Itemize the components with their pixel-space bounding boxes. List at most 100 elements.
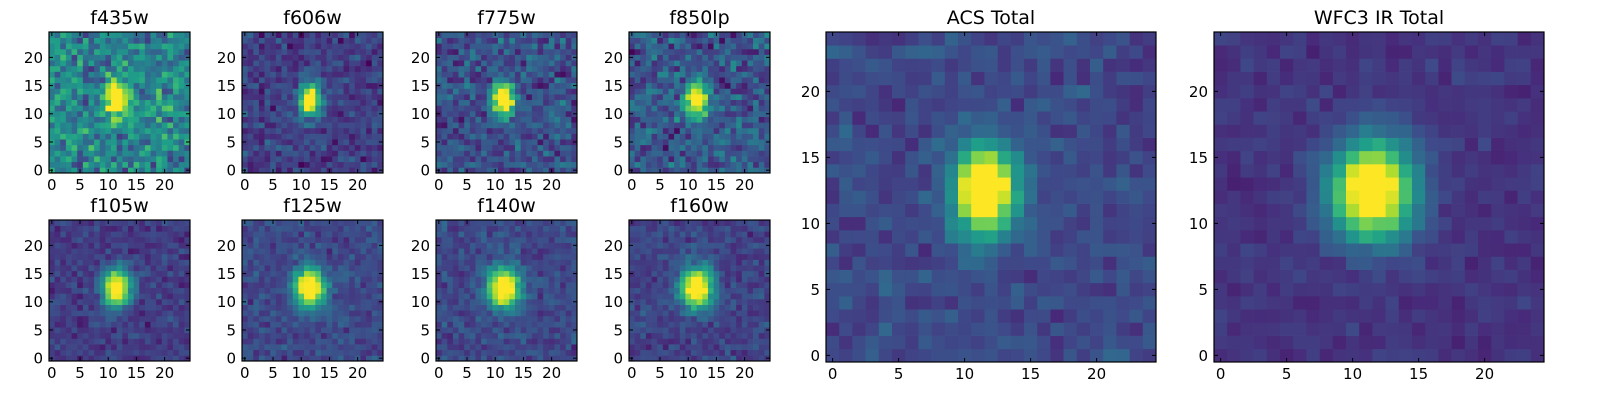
heatmap-cell bbox=[298, 349, 305, 356]
heatmap-cell bbox=[758, 43, 765, 50]
heatmap-cell bbox=[332, 167, 339, 174]
heatmap-cell bbox=[298, 225, 305, 232]
heatmap-cell bbox=[758, 88, 765, 95]
heatmap-cell bbox=[651, 156, 658, 163]
heatmap-cell bbox=[377, 236, 384, 243]
heatmap-cell bbox=[741, 321, 748, 328]
heatmap-cell bbox=[560, 110, 567, 117]
heatmap-cell bbox=[747, 110, 754, 117]
heatmap-cell bbox=[122, 344, 129, 351]
heatmap-cell bbox=[640, 37, 647, 44]
heatmap-cell bbox=[71, 60, 78, 67]
heatmap-cell bbox=[668, 310, 675, 317]
heatmap-cell bbox=[452, 225, 459, 232]
heatmap-cell bbox=[662, 310, 669, 317]
heatmap-cell bbox=[526, 304, 533, 311]
heatmap-cell bbox=[88, 54, 95, 61]
heatmap-cell bbox=[662, 105, 669, 112]
heatmap-cell bbox=[629, 105, 635, 112]
heatmap-cell bbox=[287, 32, 294, 38]
heatmap-cell bbox=[82, 88, 89, 95]
heatmap-cell bbox=[543, 253, 550, 260]
heatmap-cell bbox=[139, 43, 146, 50]
heatmap-cell bbox=[150, 282, 157, 289]
heatmap-cell bbox=[645, 82, 652, 89]
heatmap-cell bbox=[526, 315, 533, 322]
heatmap-cell bbox=[287, 282, 294, 289]
x-tick-label: 15 bbox=[707, 176, 726, 194]
heatmap-cell bbox=[349, 77, 356, 84]
heatmap-cell bbox=[99, 139, 106, 146]
heatmap-cell bbox=[514, 133, 521, 140]
y-tick-label: 15 bbox=[217, 265, 236, 283]
heatmap-cell bbox=[116, 282, 123, 289]
heatmap-cell bbox=[526, 65, 533, 72]
heatmap-cell bbox=[458, 344, 465, 351]
heatmap-cell bbox=[116, 54, 123, 61]
heatmap-cell bbox=[691, 310, 698, 317]
heatmap-cell bbox=[111, 298, 118, 305]
heatmap-cell bbox=[764, 88, 771, 95]
heatmap-cell bbox=[481, 315, 488, 322]
heatmap-cell bbox=[82, 310, 89, 317]
heatmap-cell bbox=[634, 37, 641, 44]
heatmap-cell bbox=[281, 236, 288, 243]
heatmap-cell bbox=[304, 116, 311, 123]
heatmap-cell bbox=[360, 282, 367, 289]
heatmap-cell bbox=[486, 122, 493, 129]
heatmap-cell bbox=[116, 71, 123, 78]
heatmap-cell bbox=[503, 355, 510, 362]
heatmap-cell bbox=[634, 48, 641, 55]
heatmap-cell bbox=[332, 355, 339, 362]
heatmap-cell bbox=[651, 122, 658, 129]
heatmap-cell bbox=[253, 304, 260, 311]
heatmap-cell bbox=[116, 242, 123, 249]
heatmap-cell bbox=[133, 304, 140, 311]
heatmap-cell bbox=[531, 349, 538, 356]
heatmap-cell bbox=[275, 99, 282, 106]
heatmap-cell bbox=[116, 287, 123, 294]
heatmap-cell bbox=[674, 82, 681, 89]
heatmap-cell bbox=[645, 88, 652, 95]
heatmap-cell bbox=[662, 32, 669, 38]
heatmap-cell bbox=[719, 321, 726, 328]
heatmap-cell bbox=[486, 310, 493, 317]
heatmap-cell bbox=[696, 276, 703, 283]
heatmap-cell bbox=[326, 60, 333, 67]
heatmap-cell bbox=[60, 259, 67, 266]
heatmap-cell bbox=[548, 127, 555, 134]
heatmap-cell bbox=[332, 304, 339, 311]
heatmap-cell bbox=[184, 253, 191, 260]
heatmap-cell bbox=[475, 82, 482, 89]
heatmap-cell bbox=[481, 37, 488, 44]
heatmap-cell bbox=[178, 315, 185, 322]
heatmap-cell bbox=[275, 127, 282, 134]
heatmap-cell bbox=[281, 71, 288, 78]
heatmap-cell bbox=[343, 161, 350, 168]
heatmap-cell bbox=[702, 355, 709, 362]
heatmap-cell bbox=[247, 161, 254, 168]
heatmap-cell bbox=[298, 144, 305, 151]
heatmap-cell bbox=[65, 304, 72, 311]
heatmap-cell bbox=[498, 231, 505, 238]
heatmap-cell bbox=[332, 82, 339, 89]
heatmap-cell bbox=[337, 248, 344, 255]
heatmap-cell bbox=[60, 242, 67, 249]
heatmap-cell bbox=[464, 116, 471, 123]
heatmap-cell bbox=[651, 48, 658, 55]
heatmap-cell bbox=[343, 327, 350, 334]
heatmap-cell bbox=[753, 287, 760, 294]
heatmap-cell bbox=[150, 150, 157, 157]
heatmap-cell bbox=[736, 77, 743, 84]
heatmap-cell bbox=[320, 253, 327, 260]
heatmap-cell bbox=[674, 127, 681, 134]
heatmap-cell bbox=[758, 338, 765, 345]
heatmap-cell bbox=[736, 110, 743, 117]
heatmap-cell bbox=[332, 225, 339, 232]
heatmap-cell bbox=[116, 220, 123, 226]
heatmap-cell bbox=[531, 161, 538, 168]
heatmap-cell bbox=[371, 287, 378, 294]
heatmap-cell bbox=[99, 94, 106, 101]
heatmap-cell bbox=[645, 293, 652, 300]
heatmap-cell bbox=[469, 37, 476, 44]
